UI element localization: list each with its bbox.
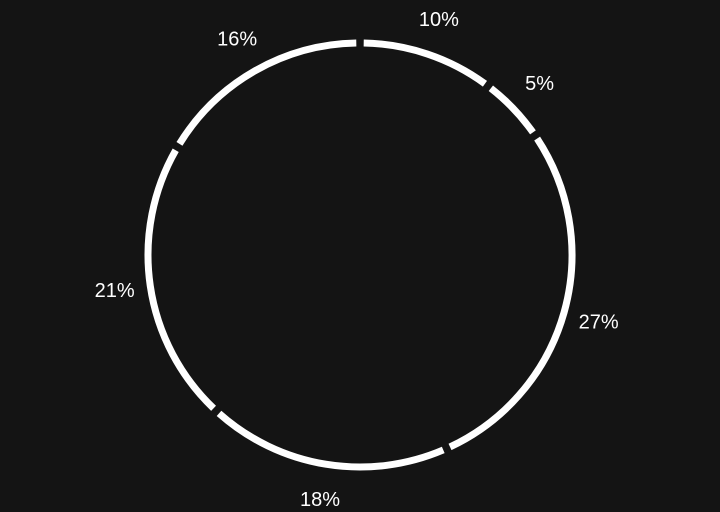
pie-slice-1 <box>363 39 488 87</box>
pie-slice-label-6: 16% <box>217 29 257 51</box>
pie-slice-6 <box>176 39 357 146</box>
pie-slice-3 <box>448 136 576 451</box>
pie-slice-5 <box>144 148 217 411</box>
pie-slices <box>144 39 576 471</box>
pie-slice-label-5: 21% <box>95 280 135 302</box>
pie-slice-2 <box>488 85 536 135</box>
pie-slice-label-4: 18% <box>300 489 340 511</box>
pie-slice-label-3: 27% <box>579 311 619 333</box>
pie-labels: 10% 5% 27% 18% 21% 16% <box>95 9 619 511</box>
pie-slice-label-1: 10% <box>419 9 459 31</box>
pie-slice-label-2: 5% <box>525 73 554 95</box>
pie-slice-4 <box>216 410 445 471</box>
